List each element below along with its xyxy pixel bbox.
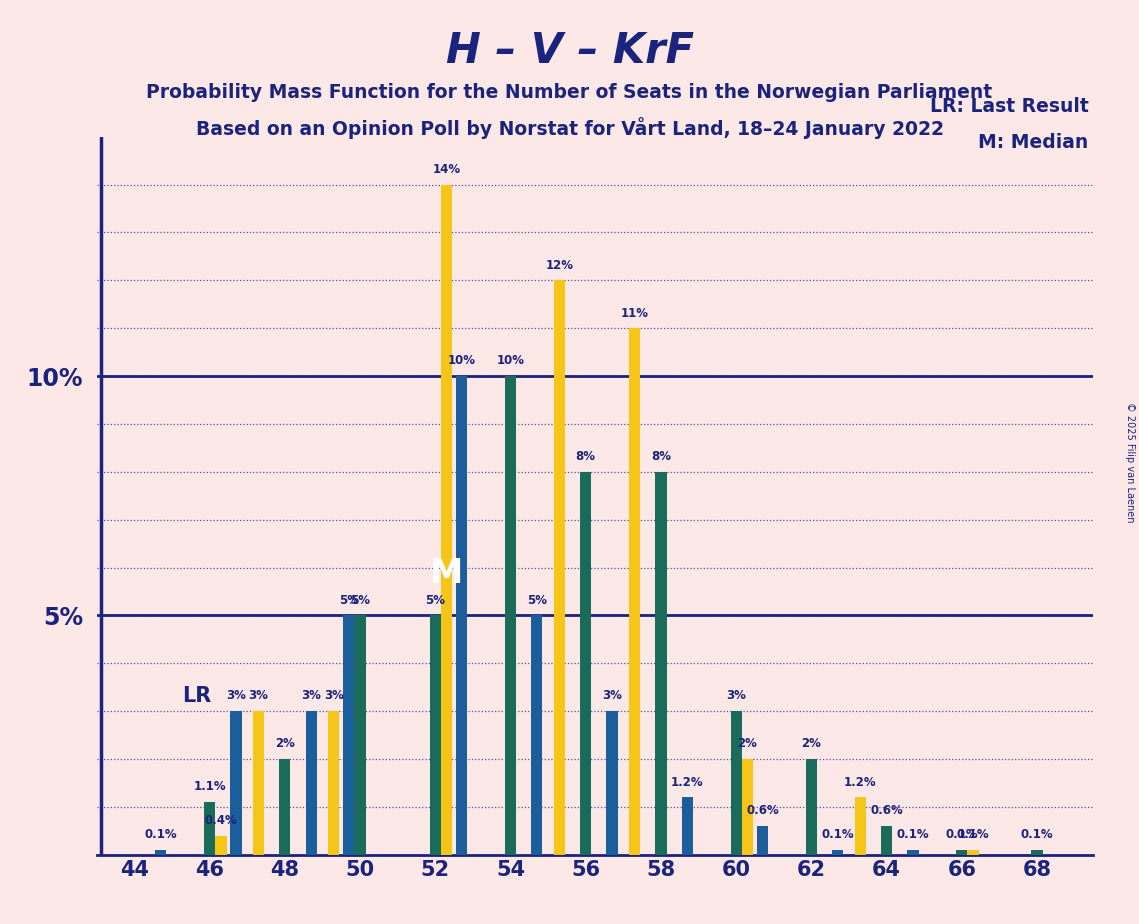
Text: 1.2%: 1.2% [844,775,877,789]
Bar [204,802,215,855]
Bar [967,850,978,855]
Bar [354,615,366,855]
Bar [253,711,264,855]
Bar [441,185,452,855]
Text: 0.1%: 0.1% [145,828,177,841]
Bar [155,850,166,855]
Bar [531,615,542,855]
Bar [429,615,441,855]
Text: 3%: 3% [603,689,622,702]
Text: 3%: 3% [323,689,344,702]
Text: 3%: 3% [727,689,746,702]
Text: Probability Mass Function for the Number of Seats in the Norwegian Parliament: Probability Mass Function for the Number… [147,83,992,103]
Text: 5%: 5% [425,594,445,607]
Text: 0.1%: 0.1% [896,828,929,841]
Text: 0.1%: 0.1% [957,828,990,841]
Text: © 2025 Filip van Laenen: © 2025 Filip van Laenen [1125,402,1134,522]
Bar [305,711,317,855]
Bar [554,280,565,855]
Bar [343,615,354,855]
Bar [833,850,843,855]
Text: 3%: 3% [226,689,246,702]
Text: 5%: 5% [527,594,547,607]
Bar [805,759,817,855]
Text: Based on an Opinion Poll by Norstat for Vårt Land, 18–24 January 2022: Based on an Opinion Poll by Norstat for … [196,117,943,140]
Bar [606,711,617,855]
Text: 3%: 3% [301,689,321,702]
Text: LR: LR [182,687,212,706]
Bar [456,376,467,855]
Bar [580,472,591,855]
Text: 8%: 8% [652,450,671,463]
Text: 8%: 8% [575,450,596,463]
Text: 10%: 10% [497,355,524,368]
Text: 11%: 11% [621,307,648,320]
Bar [279,759,290,855]
Bar [880,826,892,855]
Text: 0.1%: 0.1% [821,828,854,841]
Text: 0.4%: 0.4% [205,814,237,827]
Text: 10%: 10% [448,355,476,368]
Text: 0.1%: 0.1% [945,828,978,841]
Bar [956,850,967,855]
Bar [1032,850,1042,855]
Text: 12%: 12% [546,259,573,272]
Bar [505,376,516,855]
Text: 2%: 2% [274,737,295,750]
Bar [741,759,753,855]
Text: LR: Last Result: LR: Last Result [929,97,1089,116]
Text: 5%: 5% [338,594,359,607]
Bar [655,472,666,855]
Text: 5%: 5% [350,594,370,607]
Text: M: M [429,557,464,590]
Text: 2%: 2% [802,737,821,750]
Bar [215,835,227,855]
Text: 2%: 2% [738,737,757,750]
Text: 14%: 14% [433,163,460,176]
Text: 0.6%: 0.6% [746,805,779,818]
Bar [756,826,768,855]
Text: 0.1%: 0.1% [1021,828,1054,841]
Text: H – V – KrF: H – V – KrF [445,30,694,72]
Text: 1.2%: 1.2% [671,775,704,789]
Bar [730,711,741,855]
Text: 3%: 3% [248,689,269,702]
Text: M: Median: M: Median [978,133,1089,152]
Bar [681,797,693,855]
Text: 1.1%: 1.1% [194,781,226,794]
Text: 0.6%: 0.6% [870,805,903,818]
Bar [629,328,640,855]
Bar [854,797,866,855]
Bar [908,850,918,855]
Bar [328,711,339,855]
Bar [230,711,241,855]
